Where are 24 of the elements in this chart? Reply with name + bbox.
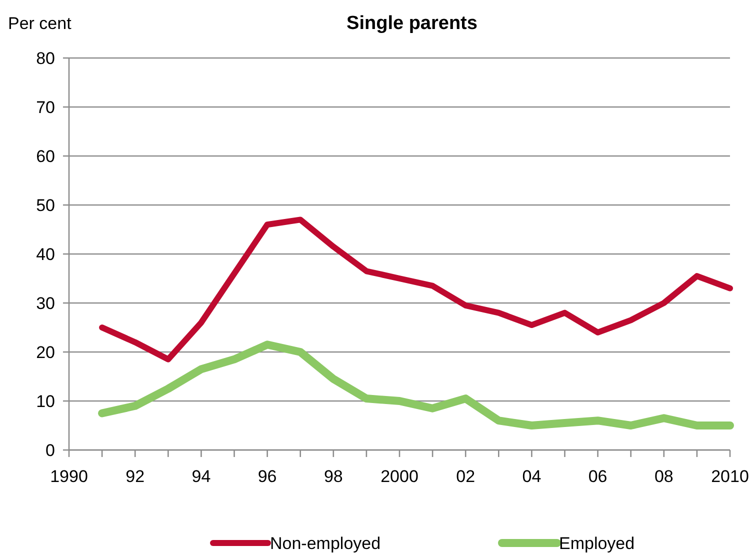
y-tick-label: 10 bbox=[36, 392, 55, 411]
x-tick-label: 06 bbox=[588, 467, 608, 486]
legend-label: Non-employed bbox=[270, 534, 381, 553]
legend-label: Employed bbox=[559, 534, 635, 553]
y-tick-label: 80 bbox=[36, 48, 55, 68]
x-tick-label: 92 bbox=[126, 467, 145, 486]
x-tick-label: 98 bbox=[324, 467, 343, 486]
chart-title: Single parents bbox=[346, 13, 478, 34]
y-axis-title: Per cent bbox=[8, 14, 72, 33]
x-tick-label: 96 bbox=[258, 467, 277, 486]
x-tick-label: 2000 bbox=[380, 467, 418, 486]
y-tick-label: 30 bbox=[36, 294, 55, 313]
x-tick-label: 02 bbox=[456, 467, 476, 486]
y-tick-label: 0 bbox=[46, 440, 55, 460]
x-tick-label: 94 bbox=[192, 467, 211, 486]
y-tick-label: 60 bbox=[36, 146, 55, 166]
y-tick-label: 40 bbox=[36, 244, 55, 264]
x-tick-label: 1990 bbox=[50, 467, 88, 486]
y-tick-label: 50 bbox=[36, 196, 55, 215]
y-tick-label: 20 bbox=[36, 342, 55, 362]
y-tick-label: 70 bbox=[36, 98, 55, 117]
x-tick-label: 2010 bbox=[711, 467, 749, 486]
x-tick-label: 08 bbox=[654, 467, 674, 486]
x-tick-label: 04 bbox=[522, 467, 542, 486]
